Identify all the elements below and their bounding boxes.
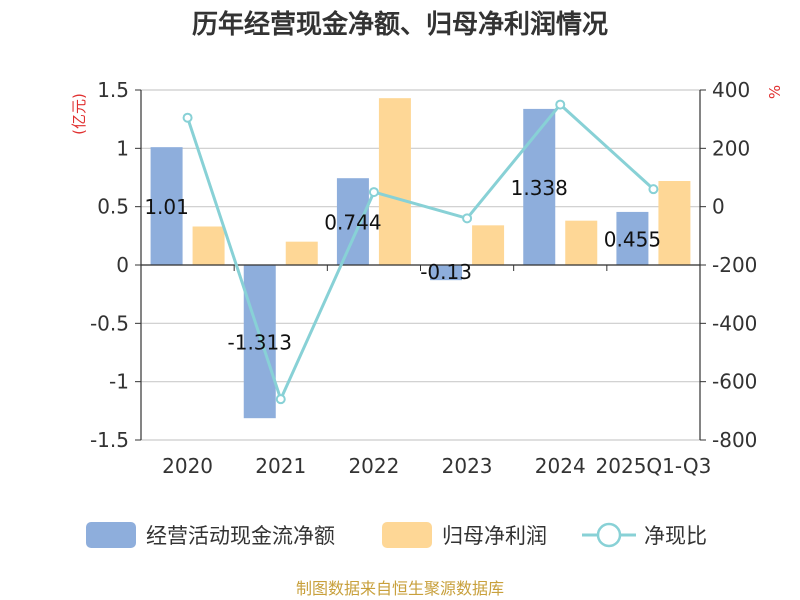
right-tick-label: -800 (712, 428, 757, 452)
bar-profit (378, 98, 411, 266)
category-label: 2022 (348, 454, 399, 478)
category-label: 2024 (535, 454, 586, 478)
category-label: 2023 (442, 454, 493, 478)
left-tick-label: 1 (116, 136, 129, 160)
bar-cashflow (243, 265, 276, 419)
left-tick-label: 0.5 (97, 195, 129, 219)
right-axis-unit: % (766, 85, 784, 99)
bar-value-label: 0.744 (324, 211, 381, 235)
ratio-polyline (186, 102, 655, 404)
right-tick-label: -400 (712, 311, 757, 335)
chart-title: 历年经营现金净额、归母净利润情况 (192, 9, 608, 40)
legend-swatch-cashflow (86, 522, 136, 548)
left-axis-unit: (亿元) (70, 93, 88, 135)
right-tick-label: 400 (712, 78, 750, 102)
bar-profit (565, 220, 598, 265)
ratio-point (648, 184, 659, 195)
data-labels: 1.01 -1.313 0.744 -0.13 1.338 0.455 (144, 176, 661, 355)
bar-profit (658, 181, 691, 265)
legend-marker-ratio (596, 522, 622, 548)
bar-value-label: 1.338 (511, 176, 568, 200)
right-tick-label: 200 (712, 136, 750, 160)
left-tick-label: 1.5 (97, 78, 129, 102)
bar-value-label: -1.313 (228, 331, 292, 355)
legend-swatch-profit (382, 522, 432, 548)
legend-label-profit: 归母净利润 (442, 524, 547, 548)
bar-cashflow (150, 147, 183, 265)
bar-profit (285, 241, 318, 265)
left-tick-label: -1.5 (90, 428, 129, 452)
category-label: 2021 (255, 454, 306, 478)
left-tick-label: -0.5 (90, 311, 129, 335)
bars (150, 98, 691, 419)
ratio-point (368, 187, 379, 198)
ratio-point (555, 99, 566, 110)
bar-cashflow (430, 265, 463, 281)
legend-label-cashflow: 经营活动现金流净额 (146, 524, 335, 548)
bar-value-label: -0.13 (420, 260, 472, 284)
right-tick-label: 0 (712, 195, 725, 219)
legend: 经营活动现金流净额 归母净利润 净现比 (86, 522, 707, 548)
left-tick-label: 0 (116, 253, 129, 277)
bar-profit (472, 225, 505, 265)
axes: 1.5 1 0.5 0 -0.5 -1 -1.5 400 200 0 -200 -400 -600 -80… (90, 78, 757, 478)
bar-cashflow (616, 211, 649, 265)
left-tick-label: -1 (109, 370, 129, 394)
ratio-point (182, 112, 193, 123)
ratio-point (462, 213, 473, 224)
bar-value-label: 0.455 (604, 227, 661, 251)
category-label: 2020 (162, 454, 213, 478)
bar-profit (192, 226, 225, 265)
ratio-line (182, 99, 659, 405)
ratio-point (275, 394, 286, 405)
source-note: 制图数据来自恒生聚源数据库 (296, 579, 504, 598)
category-label: 2025Q1-Q3 (596, 454, 712, 478)
bar-cashflow (336, 178, 369, 265)
right-tick-label: -600 (712, 370, 757, 394)
bar-value-label: 1.01 (144, 195, 189, 219)
legend-label-ratio: 净现比 (644, 524, 707, 548)
right-tick-label: -200 (712, 253, 757, 277)
bar-cashflow (523, 108, 556, 266)
